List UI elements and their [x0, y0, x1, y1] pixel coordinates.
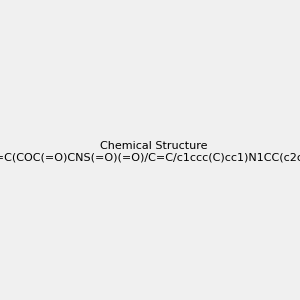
- Text: Chemical Structure
O=C(COC(=O)CNS(=O)(=O)/C=C/c1ccc(C)cc1)N1CC(c2cccc: Chemical Structure O=C(COC(=O)CNS(=O)(=O…: [0, 141, 300, 162]
